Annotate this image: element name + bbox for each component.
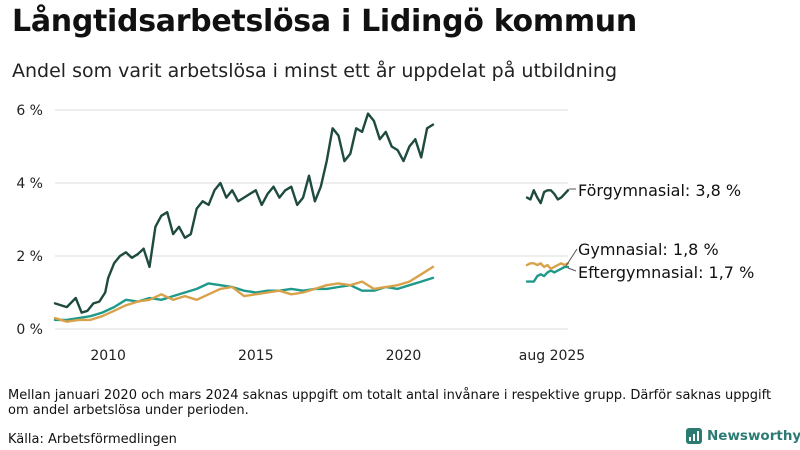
y-tick-label: 0 % — [16, 322, 43, 338]
grid-lines — [55, 109, 568, 330]
chart-title: Långtidsarbetslösa i Lidingö kommun — [12, 4, 637, 39]
axis-labels: 0 % 2 % 4 % 6 % 2010 2015 2020 aug 2025 — [16, 103, 585, 364]
label-leader-line — [567, 267, 577, 272]
series-line-förgymnasial — [53, 112, 435, 314]
x-tick-label: 2010 — [90, 348, 126, 364]
series-line-recent-gymnasial — [525, 262, 570, 270]
series-line-eftergymnasial — [53, 276, 435, 322]
series-lines — [53, 112, 570, 323]
source-text: Källa: Arbetsförmedlingen — [8, 432, 177, 447]
series-line-recent-eftergymnasial — [525, 265, 570, 283]
newsworthy-logo-icon — [686, 428, 702, 444]
series-line-recent-förgymnasial — [525, 189, 570, 205]
series-label-gymnasial: Gymnasial: 1,8 % — [578, 240, 719, 259]
series-line-gymnasial — [53, 265, 435, 323]
label-leader-line — [565, 248, 578, 267]
x-tick-label-latest: aug 2025 — [519, 348, 585, 364]
y-tick-label: 2 % — [16, 249, 43, 265]
brand-logo[interactable]: Newsworthy — [686, 428, 800, 444]
footnote: Mellan januari 2020 och mars 2024 saknas… — [8, 388, 772, 418]
y-tick-label: 4 % — [16, 176, 43, 192]
brand-name: Newsworthy — [707, 428, 800, 444]
y-tick-label: 6 % — [16, 103, 43, 119]
series-label-eftergymnasial: Eftergymnasial: 1,7 % — [578, 263, 754, 282]
series-labels: Förgymnasial: 3,8 % Gymnasial: 1,8 % Efter… — [565, 181, 754, 282]
series-label-förgymnasial: Förgymnasial: 3,8 % — [578, 181, 741, 200]
x-tick-label: 2020 — [386, 348, 422, 364]
chart-subtitle: Andel som varit arbetslösa i minst ett å… — [12, 60, 618, 82]
x-tick-label: 2015 — [238, 348, 274, 364]
